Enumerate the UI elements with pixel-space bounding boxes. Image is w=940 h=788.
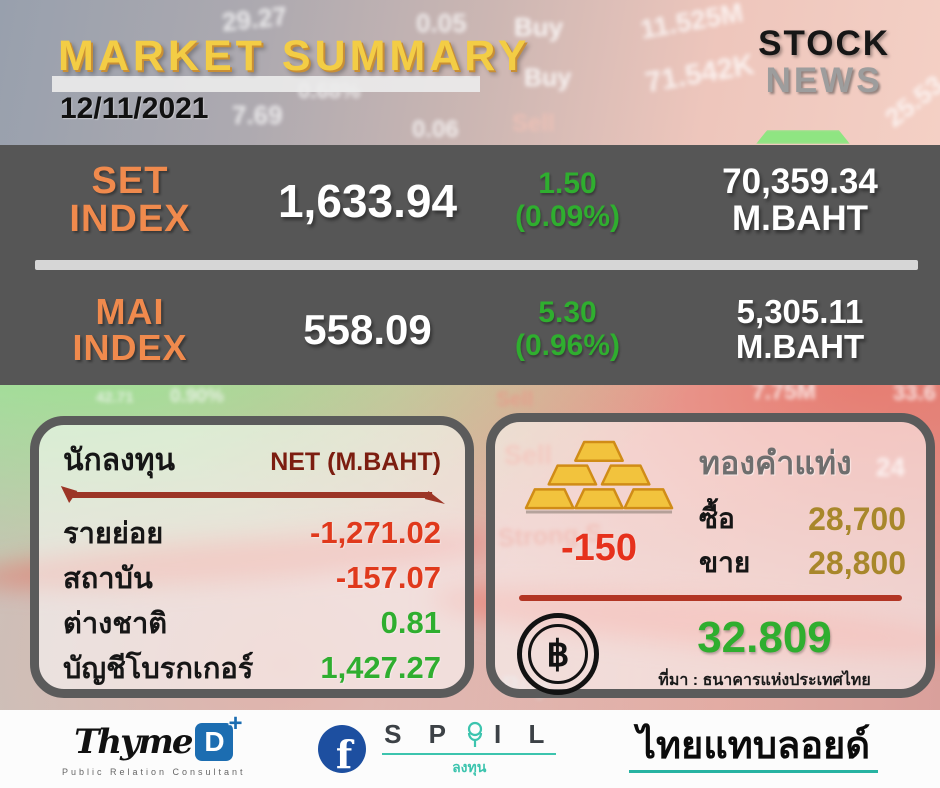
mai-index-label: MAI INDEX — [0, 291, 260, 368]
thai-tabloid-logo: ไทยแทบลอยด์ — [628, 725, 878, 773]
red-arrow-divider — [60, 486, 445, 504]
set-index-label: SET INDEX — [0, 160, 260, 240]
investor-row-label: ต่างชาติ — [63, 607, 168, 640]
set-index-label-line1: SET — [91, 160, 169, 203]
thymed-logo: Thyme D + Public Relation Consultant — [62, 710, 246, 777]
stock-news-logo-line1: STOCK — [758, 24, 890, 63]
exchange-rate-value: 32.809 — [697, 612, 832, 662]
mai-index-change: 5.30 (0.96%) — [475, 296, 660, 362]
investors-header-label: นักลงทุน — [63, 444, 175, 477]
mai-index-label-line1: MAI — [95, 291, 165, 333]
set-index-turnover: 70,359.34 M.BAHT — [660, 161, 940, 238]
stock-news-logo: STOCK NEWS — [758, 26, 890, 98]
report-date: 12/11/2021 — [60, 92, 209, 125]
investors-header-net: NET (M.BAHT) — [270, 448, 441, 476]
baht-symbol: ฿ — [546, 633, 570, 674]
gold-sell-value: 28,800 — [808, 544, 906, 581]
bg-ticker-text: Sell — [512, 110, 555, 137]
set-index-value: 1,633.94 — [277, 174, 458, 227]
index-band-divider — [35, 260, 918, 270]
mai-index-change-points: 5.30 — [538, 296, 597, 330]
footer-logos-bar: Thyme D + Public Relation Consultant f S… — [0, 710, 940, 788]
index-summary-band: SET INDEX 1,633.94 1.50 (0.09%) 70,359.3… — [0, 145, 940, 385]
exchange-rate-column: 32.809 ที่มา : ธนาคารแห่งประเทศไทย — [625, 612, 904, 693]
spoil-logo: S P I L ลงทุน — [382, 719, 557, 779]
investor-row-broker: บัญชีโบรกเกอร์ 1,427.27 — [59, 645, 445, 690]
gold-buy-row: ซื้อ 28,700 — [685, 497, 908, 541]
spoil-logo-group: f S P I L ลงทุน — [318, 719, 557, 779]
investors-panel-header: นักลงทุน NET (M.BAHT) — [59, 437, 445, 484]
investors-panel: นักลงทุน NET (M.BAHT) รายย่อย -1,271.02 … — [30, 416, 474, 698]
bg-ticker-text: Sell — [496, 388, 534, 411]
baht-coin-icon: ฿ — [517, 613, 599, 695]
set-index-change-percent: (0.09%) — [514, 199, 621, 233]
gold-panel-left: -150 — [513, 436, 685, 585]
gold-title: ทองคำแท่ง — [699, 445, 852, 481]
baht-coin-inner: ฿ — [528, 624, 588, 684]
gold-panel-right: ทองคำแท่ง ซื้อ 28,700 ขาย 28,800 — [685, 436, 908, 585]
gold-bars-icon — [524, 440, 674, 514]
investor-row-retail: รายย่อย -1,271.02 — [59, 510, 445, 555]
mai-index-turnover: 5,305.11 M.BAHT — [660, 292, 940, 365]
data-source-caption: ที่มา : ธนาคารแห่งประเทศไทย — [658, 671, 871, 689]
gold-sell-row: ขาย 28,800 — [685, 541, 908, 585]
stock-news-logo-line2: NEWS — [765, 61, 883, 100]
thymed-caption: Public Relation Consultant — [62, 766, 246, 777]
investor-row-value: -1,271.02 — [310, 514, 441, 550]
gold-sell-label: ขาย — [699, 547, 751, 578]
gold-buy-value: 28,700 — [808, 500, 906, 537]
spoil-caption: ลงทุน — [452, 759, 487, 775]
investor-row-value: 1,427.27 — [320, 649, 441, 685]
bg-ticker-text: 0.90% — [170, 386, 224, 407]
set-index-label-line2: INDEX — [69, 197, 191, 240]
mai-index-value: 558.09 — [303, 305, 432, 353]
page-title: MARKET SUMMARY — [58, 32, 531, 80]
title-underline-bar — [52, 76, 480, 92]
thymed-plus: + — [228, 709, 243, 737]
spoil-wordmark: S P I L — [382, 719, 557, 755]
gold-price-change: -150 — [560, 527, 638, 569]
investor-row-foreign: ต่างชาติ 0.81 — [59, 600, 445, 645]
thymed-d-badge: D + — [195, 710, 242, 761]
set-index-change-points: 1.50 — [538, 167, 597, 201]
investor-row-label: สถาบัน — [63, 562, 153, 595]
investor-row-value: -157.07 — [335, 559, 441, 595]
set-index-turnover-value: 70,359.34 — [722, 161, 878, 201]
spoil-letters-left: S P — [384, 719, 456, 749]
bg-ticker-text: Buy — [524, 64, 572, 92]
microphone-icon — [467, 721, 483, 747]
mai-index-change-percent: (0.96%) — [514, 328, 621, 362]
bg-ticker-text: 7.69 — [232, 100, 283, 130]
mai-index-label-line2: INDEX — [72, 326, 188, 368]
set-index-turnover-unit: M.BAHT — [731, 198, 869, 238]
gold-panel-top: -150 ทองคำแท่ง ซื้อ 28,700 ขาย 28,800 — [513, 436, 908, 585]
gold-panel: -150 ทองคำแท่ง ซื้อ 28,700 ขาย 28,800 ฿ — [486, 413, 935, 698]
bg-ticker-text: 0.06 — [412, 116, 459, 143]
investor-row-value: 0.81 — [380, 604, 441, 640]
facebook-icon: f — [318, 725, 367, 773]
background-green-shape — [756, 130, 850, 144]
spoil-letters-right: I L — [494, 719, 555, 749]
bg-ticker-text: 0.05 — [416, 8, 467, 38]
exchange-rate-section: ฿ 32.809 ที่มา : ธนาคารแห่งประเทศไทย — [513, 613, 908, 695]
facebook-f-letter: f — [335, 731, 353, 773]
thymed-wordmark: Thyme — [74, 721, 193, 762]
thymed-logo-top: Thyme D + — [74, 710, 242, 762]
set-index-row: SET INDEX 1,633.94 1.50 (0.09%) 70,359.3… — [0, 145, 940, 256]
gold-panel-divider — [519, 595, 902, 601]
investor-row-institution: สถาบัน -157.07 — [59, 555, 445, 600]
investor-row-label: รายย่อย — [63, 517, 164, 550]
mai-index-turnover-unit: M.BAHT — [735, 327, 865, 365]
mai-index-row: MAI INDEX 558.09 5.30 (0.96%) 5,305.11 M… — [0, 274, 940, 385]
bg-ticker-text: 42.71 — [96, 389, 134, 406]
investor-row-label: บัญชีโบรกเกอร์ — [63, 652, 254, 685]
mai-index-turnover-value: 5,305.11 — [736, 292, 864, 330]
set-index-change: 1.50 (0.09%) — [475, 167, 660, 233]
bg-ticker-text: Buy — [514, 12, 564, 42]
background-header-gradient — [0, 0, 940, 150]
thymed-d-letter: D — [204, 725, 225, 757]
gold-buy-label: ซื้อ — [699, 503, 735, 534]
